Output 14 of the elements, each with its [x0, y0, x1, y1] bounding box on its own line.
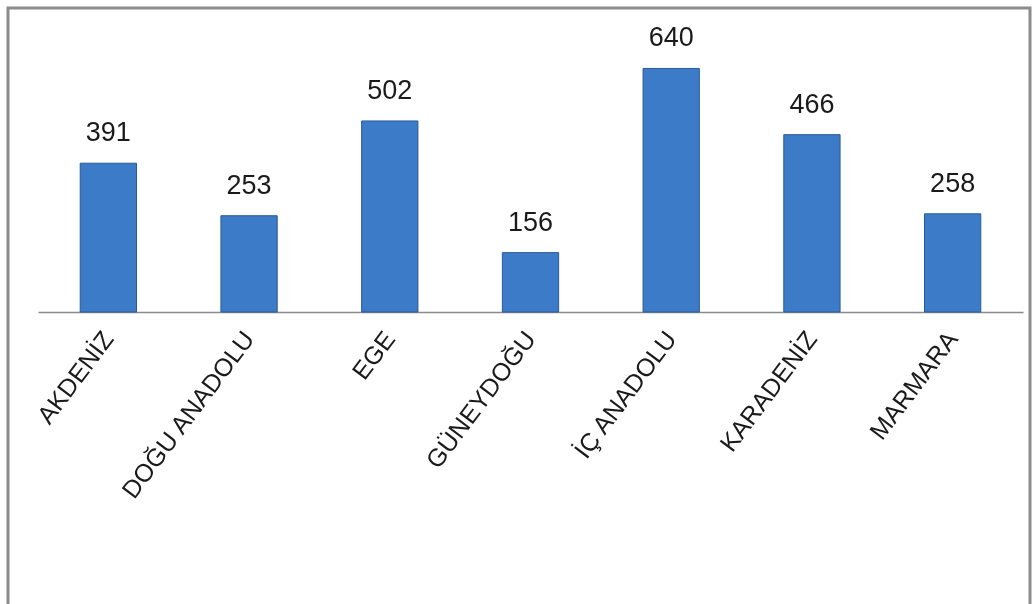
bar — [501, 252, 560, 313]
bar — [220, 215, 278, 313]
data-label: 640 — [648, 22, 694, 53]
bar — [79, 162, 137, 313]
data-label: 502 — [367, 74, 413, 105]
data-label: 253 — [226, 169, 272, 200]
bar — [924, 213, 982, 313]
data-label: 258 — [930, 167, 976, 198]
data-label: 156 — [507, 206, 554, 237]
bar — [783, 134, 841, 313]
data-label: 391 — [85, 117, 131, 148]
data-label: 466 — [789, 88, 835, 119]
bar — [361, 120, 419, 313]
bar — [642, 67, 700, 313]
